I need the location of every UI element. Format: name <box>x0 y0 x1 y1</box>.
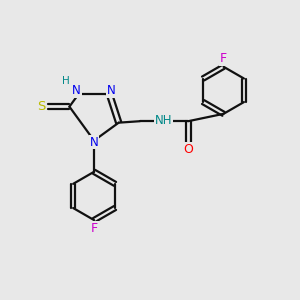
Text: N: N <box>72 84 81 97</box>
Text: O: O <box>183 143 193 156</box>
Text: S: S <box>37 100 45 113</box>
Text: F: F <box>91 222 98 235</box>
Text: NH: NH <box>155 114 172 127</box>
Text: F: F <box>220 52 227 65</box>
Text: H: H <box>62 76 70 86</box>
Text: N: N <box>107 84 116 97</box>
Text: N: N <box>90 136 98 148</box>
